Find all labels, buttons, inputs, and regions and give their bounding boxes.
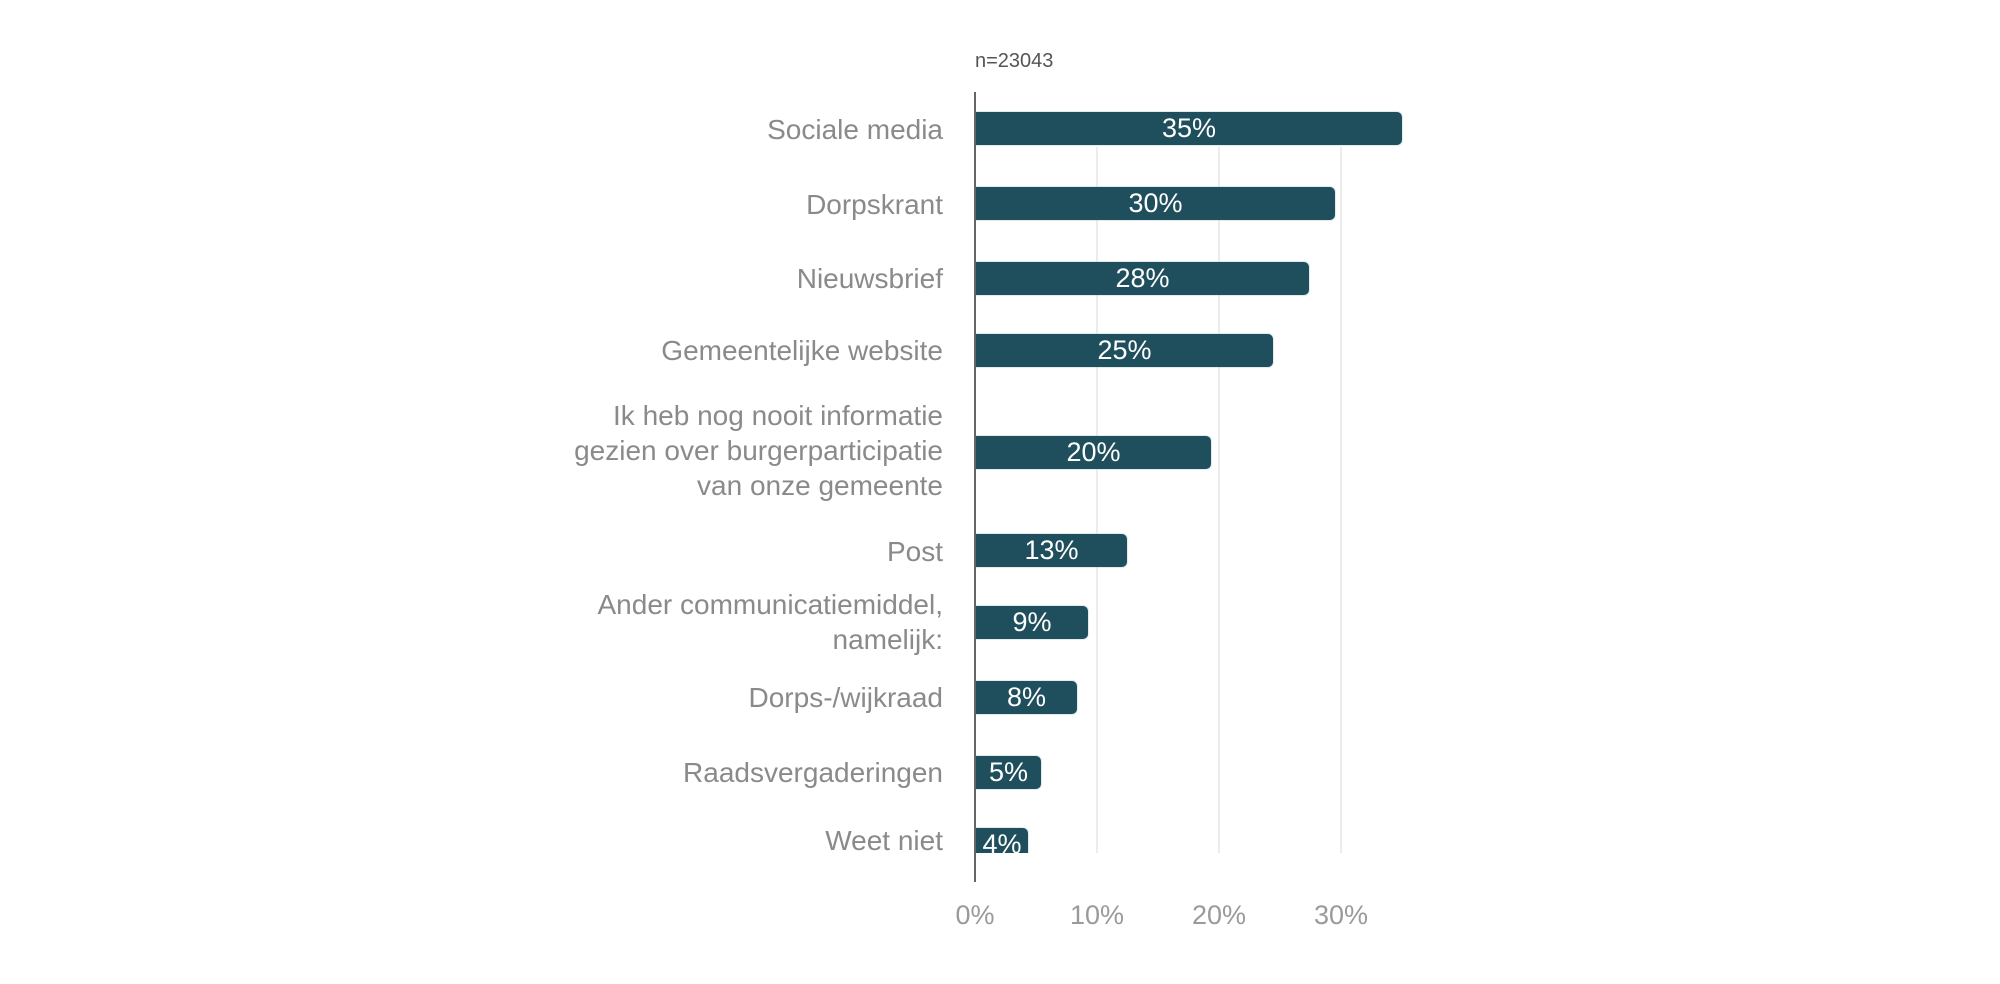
category-label: Gemeentelijke website [661,335,943,366]
category-label: Ander communicatiemiddel, namelijk: [597,589,944,655]
bars-area: 35% 30% 28% 25% 20% 13% 9% 8% 5% 4% [976,0,1576,853]
bar-ander-communicatiemiddel: 9% [976,606,1088,639]
gridline-30 [1340,147,1342,853]
category-label: Nieuwsbrief [796,263,943,294]
bar-sociale-media: 35% [976,112,1402,145]
bar-raadsvergaderingen: 5% [976,756,1041,789]
category-label: Post [886,536,943,567]
bar-dorps-wijkraad: 8% [976,681,1077,714]
gridline-20 [1218,147,1220,853]
category-label: Dorpskrant [806,189,943,220]
gridline-10 [1096,147,1098,853]
category-label: Raadsvergaderingen [683,757,943,788]
bar-nooit-informatie: 20% [976,436,1211,469]
x-tick-label: 20% [1191,900,1247,930]
x-tick-label: 10% [1069,900,1125,930]
category-label: Ik heb nog nooit informatie gezien over … [574,400,943,501]
x-tick-label: 30% [1313,900,1369,930]
bar-post: 13% [976,534,1127,567]
category-label: Dorps-/wijkraad [748,682,944,713]
bar-weet-niet: 4% [976,828,1028,853]
y-axis-line [974,92,976,882]
bar-dorpskrant: 30% [976,187,1335,220]
category-label: Sociale media [767,114,943,145]
bar-gemeentelijke-website: 25% [976,334,1273,367]
sample-size-label: n=23043 [975,50,1054,72]
bar-nieuwsbrief: 28% [976,262,1309,295]
category-label: Weet niet [825,825,943,856]
x-tick-label: 0% [955,900,995,930]
